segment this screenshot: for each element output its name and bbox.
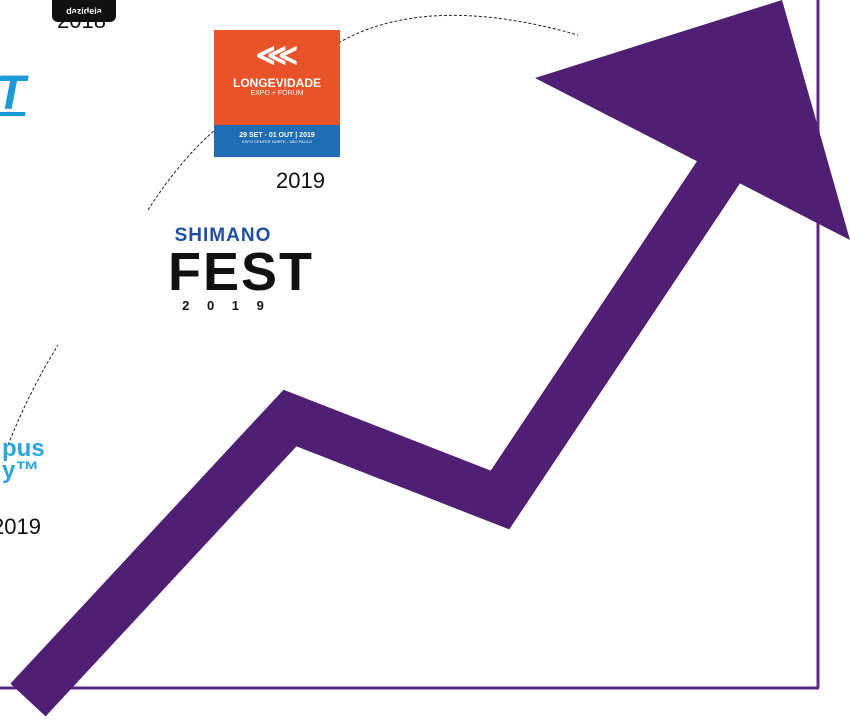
logo-text: LONGEVIDADE [232, 76, 321, 90]
logo-venue: EXPO CENTER NORTE - SÃO PAULO [241, 139, 313, 144]
logo-text: dazideia [66, 6, 102, 16]
shimano-logo: SHIMANO FEST 2 0 1 9 [168, 225, 315, 314]
dashed-path [147, 129, 216, 211]
partial-logo: T [0, 66, 25, 121]
logo-brand: SHIMANO [174, 225, 272, 246]
year: 2018 [57, 8, 106, 33]
arrow-head [535, 0, 850, 240]
logo-top: ⋘ LONGEVIDADE EXPO + FÓRUM [214, 30, 340, 125]
partial-logo: pus y™ [2, 435, 45, 484]
logo-band: 29 SET - 01 OUT | 2019 EXPO CENTER NORTE… [214, 125, 340, 157]
dashed-path [7, 344, 59, 446]
logo-icon: ⋘ [255, 39, 299, 72]
logo-text: pus [2, 435, 45, 462]
longevidade-logo: ⋘ LONGEVIDADE EXPO + FÓRUM 29 SET - 01 O… [214, 30, 340, 157]
year: 2019 [0, 514, 41, 539]
year: 2019 [276, 168, 325, 193]
dashed-path [329, 14, 579, 49]
logo-edition: 2 0 1 9 [182, 298, 264, 313]
arrow-shaft [10, 126, 760, 717]
logo-suffix: y™ [2, 457, 40, 484]
dazideia-logo: dazideia [52, 0, 116, 22]
logo-dates: 29 SET - 01 OUT | 2019 [239, 132, 315, 139]
logo-subtitle: EXPO + FÓRUM [250, 90, 304, 97]
logo-text: FEST [168, 242, 315, 302]
